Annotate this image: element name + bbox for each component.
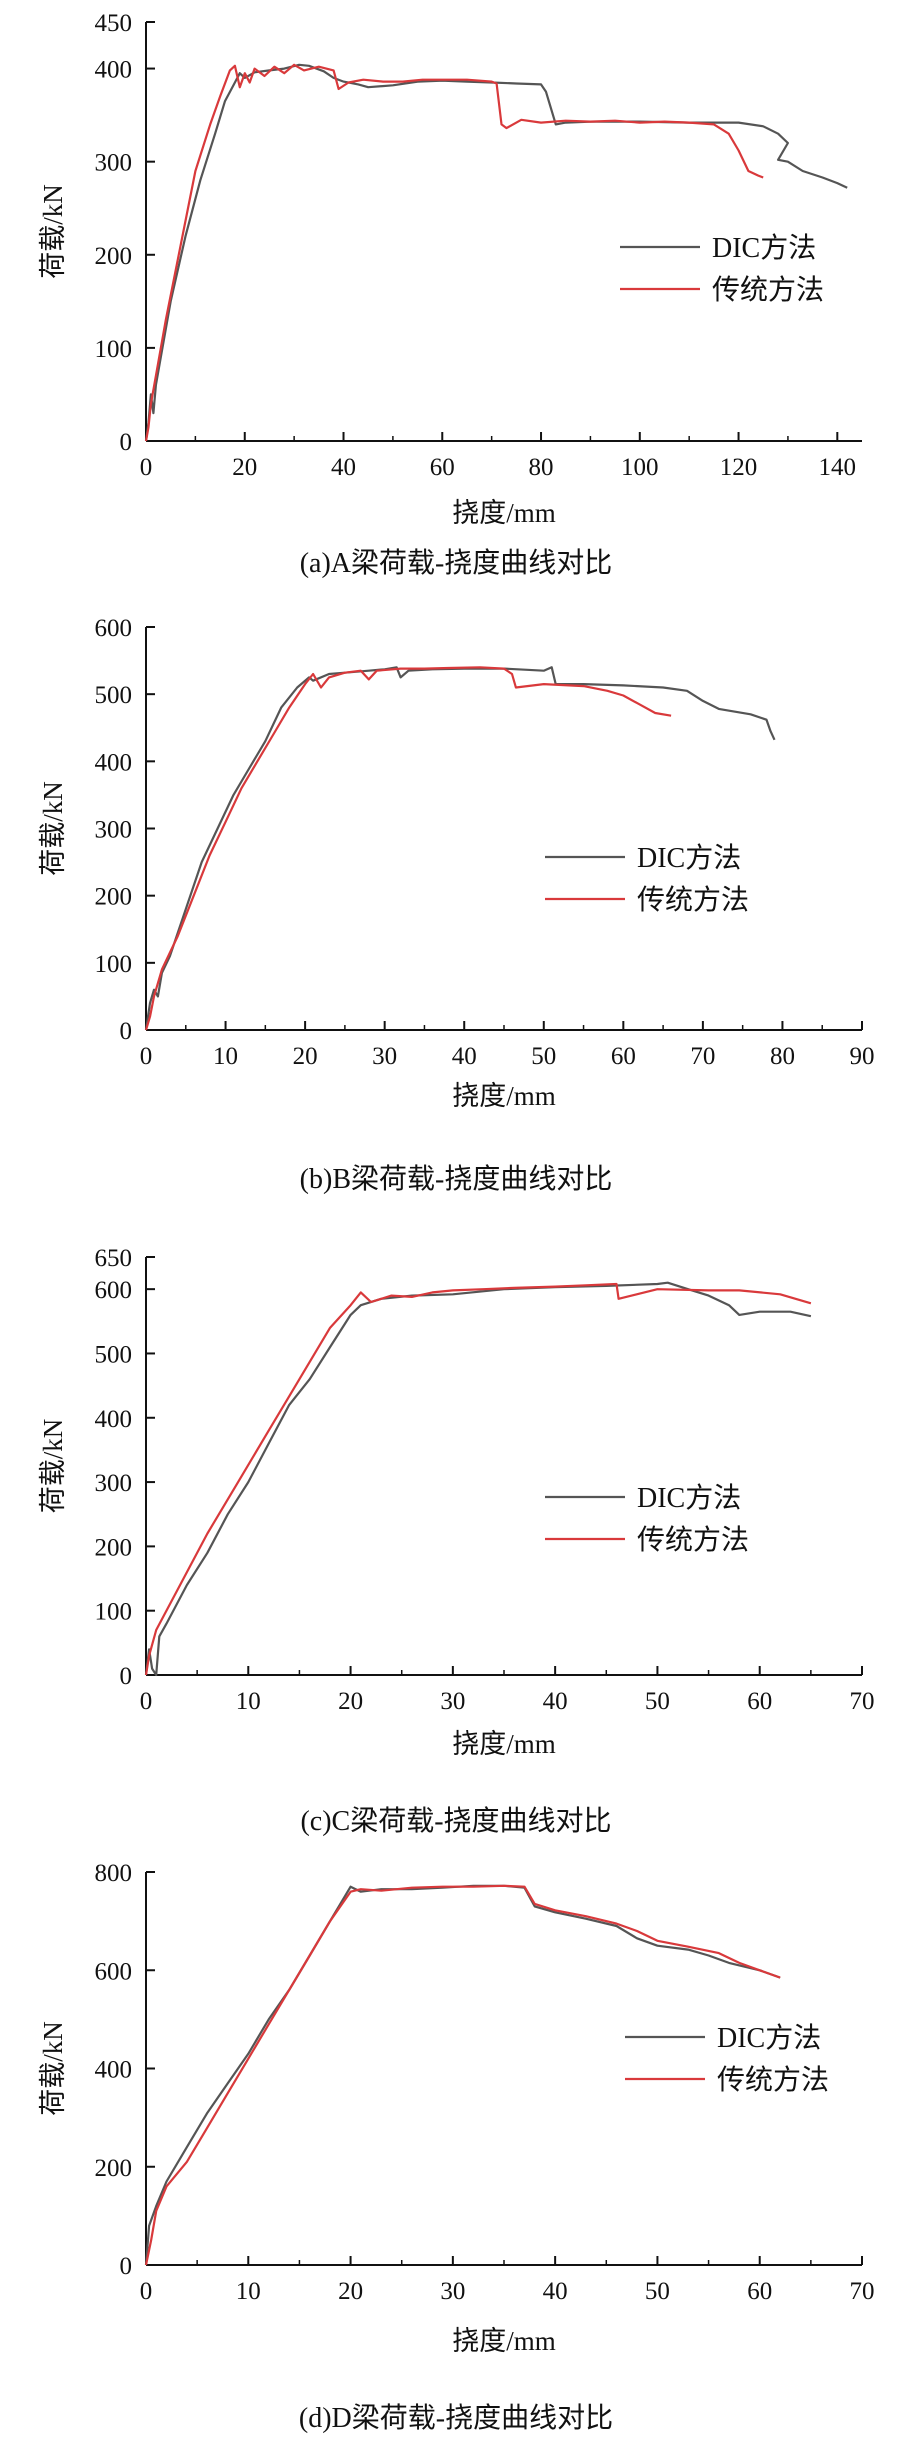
legend-label-traditional: 传统方法 [712,274,824,306]
y-tick-label: 100 [95,336,133,363]
chart-panel-2: 0 10 20 30 40 50 60 70 0 100 200 300 400 500 600 650 挠度/… [38,1245,875,1837]
legend-label-dic: DIC方法 [717,2022,821,2054]
y-tick-label: 800 [95,1860,133,1887]
y-tick-label: 500 [95,682,133,709]
x-tick-label: 60 [611,1043,636,1070]
legend-label-traditional: 传统方法 [637,884,749,916]
x-tick-label: 50 [531,1043,556,1070]
y-tick-label: 650 [95,1245,133,1272]
chart-panel-3: 0 10 20 30 40 50 60 70 0 200 400 600 800 挠度/mm 荷载/kN DI… [38,1860,875,2434]
y-axis-title: 荷载/kN [38,1419,68,1514]
x-tick-label: 20 [293,1043,318,1070]
series-line-traditional [144,666,672,1031]
y-axis-title: 荷载/kN [38,2021,68,2116]
chart-caption: (d)D梁荷载-挠度曲线对比 [299,2402,613,2434]
chart-panel-0: 0 20 40 60 80 100 120 140 0 100 200 300 400 450 挠度/mm 荷… [38,10,862,579]
series-line-dic [144,63,848,442]
legend-label-dic: DIC方法 [712,232,816,264]
y-tick-label: 300 [95,817,133,844]
y-tick-label: 100 [95,951,133,978]
x-tick-label: 40 [452,1043,477,1070]
x-tick-label: 80 [529,454,554,481]
chart-caption: (b)B梁荷载-挠度曲线对比 [300,1163,613,1195]
x-tick-label: 10 [236,2278,261,2305]
x-tick-label: 50 [645,1688,670,1715]
y-tick-label: 400 [95,2057,133,2084]
y-tick-label: 400 [95,1406,133,1433]
y-tick-label: 300 [95,150,133,177]
x-tick-label: 0 [140,1043,153,1070]
x-tick-label: 40 [543,2278,568,2305]
x-tick-label: 30 [440,1688,465,1715]
y-tick-label: 100 [95,1599,133,1626]
x-axis-title: 挠度/mm [452,1081,556,1111]
legend-label-dic: DIC方法 [637,842,741,874]
x-tick-label: 0 [140,454,153,481]
legend-label-dic: DIC方法 [637,1482,741,1514]
y-tick-label: 0 [120,429,133,456]
x-tick-label: 70 [690,1043,715,1070]
x-tick-label: 40 [543,1688,568,1715]
y-tick-label: 200 [95,2155,133,2182]
y-tick-label: 600 [95,615,133,642]
y-tick-label: 200 [95,884,133,911]
x-tick-label: 40 [331,454,356,481]
y-tick-label: 0 [120,2253,133,2280]
chart-caption: (a)A梁荷载-挠度曲线对比 [300,547,613,579]
x-tick-label: 10 [236,1688,261,1715]
x-tick-label: 30 [440,2278,465,2305]
y-tick-label: 400 [95,749,133,776]
x-tick-label: 0 [140,1688,153,1715]
x-axis-title: 挠度/mm [452,1729,556,1759]
x-tick-label: 70 [850,2278,875,2305]
x-tick-label: 80 [770,1043,795,1070]
x-tick-label: 20 [338,1688,363,1715]
series-line-traditional [144,63,764,442]
y-tick-label: 400 [95,57,133,84]
x-tick-label: 60 [747,2278,772,2305]
x-tick-label: 60 [747,1688,772,1715]
x-tick-label: 20 [232,454,257,481]
x-tick-label: 100 [621,454,659,481]
series-line-traditional [144,1884,781,2266]
y-tick-label: 200 [95,1534,133,1561]
x-tick-label: 50 [645,2278,670,2305]
y-tick-label: 450 [95,10,133,37]
x-tick-label: 10 [213,1043,238,1070]
legend-label-traditional: 传统方法 [637,1524,749,1556]
y-tick-label: 600 [95,1958,133,1985]
x-tick-label: 140 [819,454,857,481]
x-tick-label: 20 [338,2278,363,2305]
y-axis-title: 荷载/kN [38,781,68,876]
x-tick-label: 120 [720,454,758,481]
chart-panel-1: 0 10 20 30 40 50 60 70 80 90 0 100 200 300 400 500 600 挠度… [38,615,875,1195]
y-tick-label: 600 [95,1277,133,1304]
chart-caption: (c)C梁荷载-挠度曲线对比 [300,1805,611,1837]
series-line-dic [144,1281,812,1677]
legend-label-traditional: 传统方法 [717,2064,829,2096]
y-tick-label: 200 [95,243,133,270]
y-tick-label: 500 [95,1341,133,1368]
x-tick-label: 30 [372,1043,397,1070]
x-tick-label: 90 [850,1043,875,1070]
x-axis-title: 挠度/mm [452,2326,556,2356]
y-tick-label: 300 [95,1470,133,1497]
x-tick-label: 60 [430,454,455,481]
y-tick-label: 0 [120,1663,133,1690]
x-tick-label: 70 [850,1688,875,1715]
y-axis-title: 荷载/kN [38,184,68,279]
x-axis-title: 挠度/mm [452,498,556,528]
series-line-dic [144,1884,781,2266]
x-tick-label: 0 [140,2278,153,2305]
y-tick-label: 0 [120,1018,133,1045]
series-line-traditional [144,1282,812,1676]
